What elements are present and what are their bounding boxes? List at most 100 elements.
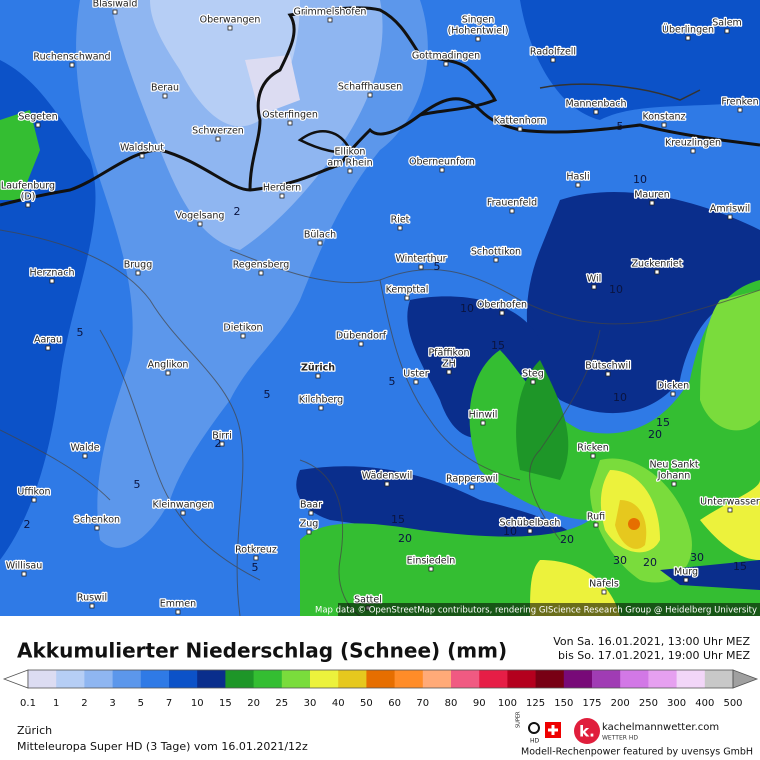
place-label: Überlingen xyxy=(662,25,714,36)
place-label: Regensberg xyxy=(233,260,290,271)
precip-area xyxy=(526,191,760,414)
place-label: Konstanz xyxy=(642,112,685,123)
attribution: Map data © OpenStreetMap contributors, r… xyxy=(315,606,757,616)
place-label: Bütschwil xyxy=(585,361,631,372)
place-label: Gottmadingen xyxy=(412,51,480,62)
place-marker xyxy=(215,136,221,142)
district-borders xyxy=(0,229,760,616)
place-marker xyxy=(590,453,596,459)
precip-area xyxy=(296,466,580,560)
legend-arrow-left xyxy=(2,669,29,689)
place-marker xyxy=(49,278,55,284)
place-label: Oberwangen xyxy=(200,15,261,26)
contour-label: 5 xyxy=(77,326,84,339)
legend-label: 250 xyxy=(639,698,658,709)
place-marker xyxy=(418,264,424,270)
place-marker xyxy=(89,603,95,609)
legend-frame xyxy=(27,669,734,689)
valid-to: bis So. 17.01.2021, 19:00 Uhr MEZ xyxy=(558,649,750,662)
legend-label: 2 xyxy=(81,698,87,709)
place-label: Oberhofen xyxy=(477,300,527,311)
place-marker xyxy=(165,370,171,376)
legend-arrow-right xyxy=(732,669,759,689)
place-label: Hinwil xyxy=(469,410,498,421)
place-marker xyxy=(240,333,246,339)
legend-swatch xyxy=(56,670,85,688)
place-marker xyxy=(82,453,88,459)
legend-swatch xyxy=(310,670,339,688)
contour-label: 5 xyxy=(134,478,141,491)
place-marker xyxy=(287,120,293,126)
legend-swatch xyxy=(84,670,114,688)
legend-label: 15 xyxy=(219,698,232,709)
place-label: Rufi xyxy=(587,512,605,523)
contour-label: 2 xyxy=(215,437,222,450)
place-label: Mannenbach xyxy=(565,99,626,110)
contour-label: 10 xyxy=(609,283,623,296)
legend-label: 70 xyxy=(416,698,429,709)
place-marker xyxy=(605,371,611,377)
legend-label: 30 xyxy=(304,698,317,709)
place-marker xyxy=(670,391,676,397)
contour-label: 10 xyxy=(633,173,647,186)
place-marker xyxy=(25,202,31,208)
contour-label: 30 xyxy=(690,551,704,564)
search-icon xyxy=(528,722,540,734)
precip-area xyxy=(660,560,760,590)
place-marker xyxy=(317,240,323,246)
legend-swatch xyxy=(620,670,649,688)
place-marker xyxy=(413,379,419,385)
place-marker xyxy=(358,341,364,347)
place-label: Baar xyxy=(300,500,322,511)
contour-label: 5 xyxy=(252,561,259,574)
legend-swatch xyxy=(366,670,396,688)
place-label: (D) xyxy=(21,192,36,203)
sponsor: Modell-Rechenpower featured by uvensys G… xyxy=(521,747,753,758)
legend-swatch xyxy=(281,670,311,688)
precip-area xyxy=(530,560,620,616)
national-border xyxy=(297,130,352,154)
place-label: Walde xyxy=(70,443,99,454)
place-marker xyxy=(493,257,499,263)
legend-label: 400 xyxy=(695,698,714,709)
badge-text: SUPER xyxy=(516,711,522,728)
place-label: Herdern xyxy=(263,183,301,194)
lake-shore xyxy=(539,83,701,101)
place-label: Oberneunforn xyxy=(409,157,475,168)
place-label: Kattenhorn xyxy=(494,116,547,127)
place-marker xyxy=(404,295,410,301)
legend-swatch xyxy=(648,670,678,688)
place-marker xyxy=(367,92,373,98)
place-label: Laufenburg xyxy=(1,181,55,192)
legend-label: 150 xyxy=(554,698,573,709)
place-marker xyxy=(446,369,452,375)
contour-label: 5 xyxy=(434,260,441,273)
legend-label: 0.1 xyxy=(20,698,36,709)
place-label: Willisau xyxy=(6,561,43,572)
contour-label: 20 xyxy=(398,532,412,545)
place-label: Mauren xyxy=(634,190,670,201)
place-label: Birri xyxy=(212,431,231,442)
place-label: Kleinwangen xyxy=(153,500,214,511)
place-marker xyxy=(593,522,599,528)
place-marker xyxy=(661,122,667,128)
place-marker xyxy=(671,481,677,487)
place-label: Kreuzlingen xyxy=(665,138,721,149)
place-label: Unterwasser xyxy=(700,497,760,508)
place-marker xyxy=(499,310,505,316)
place-label: Singen xyxy=(462,15,495,26)
contour-label: 5 xyxy=(264,388,271,401)
legend-label: 3 xyxy=(109,698,115,709)
place-label: ZH xyxy=(442,359,456,370)
logo-letter: k. xyxy=(579,723,595,741)
place-marker xyxy=(550,57,556,63)
map: Blasiwald Grimmelshofen Oberwangen SalemÜbe… xyxy=(0,0,760,616)
place-marker xyxy=(327,17,333,23)
place-marker xyxy=(347,168,353,174)
place-label: Steg xyxy=(522,369,544,380)
place-label: Dicken xyxy=(657,381,689,392)
place-label: Dietikon xyxy=(223,323,262,334)
place-label: Radolfzell xyxy=(530,47,576,58)
place-marker xyxy=(517,126,523,132)
place-label: Bülach xyxy=(304,230,336,241)
